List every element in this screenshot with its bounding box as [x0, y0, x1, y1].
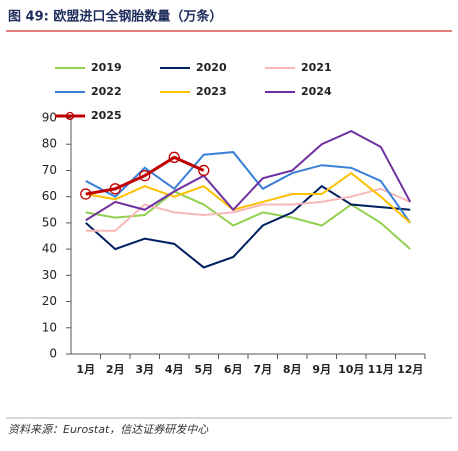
y-tick-label: 20	[42, 294, 57, 308]
x-tick-label: 11月	[368, 363, 394, 376]
y-tick-label: 10	[42, 320, 57, 334]
series-line	[85, 190, 411, 250]
y-tick-label: 70	[42, 163, 57, 177]
point	[168, 151, 180, 163]
x-tick-label: 2月	[106, 363, 125, 376]
x-tick-label: 12月	[397, 363, 423, 376]
x-tick-label: 8月	[283, 363, 302, 376]
legend-label: 2019	[91, 61, 122, 74]
y-tick-label: 60	[42, 189, 57, 203]
y-tick-label: 30	[42, 268, 57, 282]
series-line	[85, 129, 412, 222]
legend-label: 2025	[91, 109, 122, 122]
point	[198, 164, 210, 177]
legend-label: 2023	[196, 85, 227, 98]
legend-label: 2024	[301, 85, 332, 98]
series-line	[85, 151, 412, 224]
x-tick-label: 10月	[338, 363, 364, 376]
x-tick-label: 7月	[253, 363, 272, 376]
y-tick-label: 80	[42, 137, 57, 151]
point	[109, 183, 121, 195]
chart-title: 图 49: 欧盟进口全钢胎数量（万条）	[8, 9, 222, 25]
point	[80, 188, 92, 200]
legend-label: 2020	[196, 61, 227, 74]
series-line	[85, 184, 411, 269]
x-tick-label: 3月	[135, 363, 154, 376]
x-tick-label: 9月	[312, 363, 331, 376]
legend-marker	[65, 111, 75, 121]
x-tick-label: 4月	[165, 363, 184, 376]
y-tick-label: 0	[49, 347, 57, 361]
x-tick-label: 5月	[194, 363, 213, 376]
source: 资料来源：Eurostat，信达证券研发中心	[8, 423, 209, 436]
x-tick-label: 6月	[224, 363, 243, 376]
legend-label: 2021	[301, 61, 332, 74]
y-tick-label: 90	[42, 111, 57, 125]
legend-label: 2022	[91, 85, 122, 98]
y-tick-label: 50	[42, 215, 57, 229]
series-line	[85, 155, 205, 196]
y-tick-label: 40	[42, 242, 57, 256]
series-line	[85, 171, 411, 224]
point	[139, 170, 151, 182]
x-tick-label: 1月	[76, 363, 95, 376]
